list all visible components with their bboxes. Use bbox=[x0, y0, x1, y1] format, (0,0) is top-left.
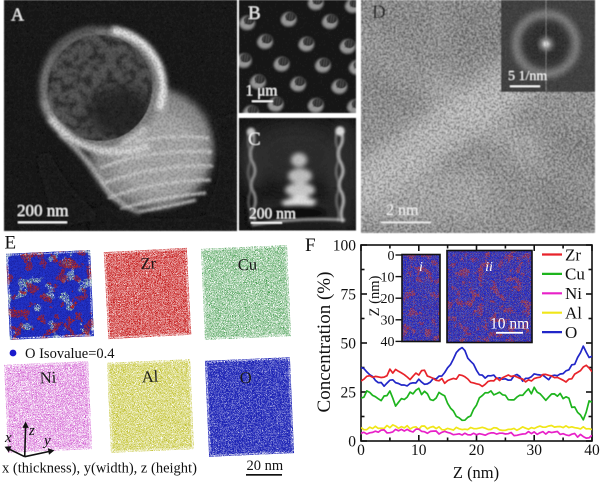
svg-text:20: 20 bbox=[381, 292, 395, 307]
svg-text:10: 10 bbox=[411, 442, 427, 459]
svg-text:O Isovalue=0.4: O Isovalue=0.4 bbox=[25, 346, 115, 362]
svg-text:D: D bbox=[372, 2, 386, 23]
svg-text:Al: Al bbox=[141, 367, 159, 387]
svg-text:25: 25 bbox=[341, 385, 357, 402]
svg-text:A: A bbox=[11, 5, 24, 25]
svg-text:Concentration (%): Concentration (%) bbox=[314, 272, 335, 413]
svg-text:B: B bbox=[248, 3, 261, 24]
svg-text:i: i bbox=[419, 260, 423, 275]
svg-text:Ni: Ni bbox=[565, 284, 582, 303]
svg-text:200 nm: 200 nm bbox=[17, 201, 68, 220]
svg-text:5 1/nm: 5 1/nm bbox=[508, 69, 547, 84]
svg-text:Ni: Ni bbox=[39, 368, 57, 388]
svg-text:x (thickness), y(width), z (he: x (thickness), y(width), z (height) bbox=[2, 461, 197, 477]
svg-text:2 nm: 2 nm bbox=[386, 202, 419, 219]
svg-text:30: 30 bbox=[526, 442, 542, 459]
svg-text:Z (nm): Z (nm) bbox=[453, 463, 499, 482]
svg-text:200 nm: 200 nm bbox=[249, 206, 296, 223]
svg-text:Cu: Cu bbox=[565, 265, 585, 284]
svg-text:O: O bbox=[565, 323, 577, 342]
svg-text:30: 30 bbox=[381, 314, 395, 329]
svg-text:F: F bbox=[305, 235, 316, 256]
svg-text:10 nm: 10 nm bbox=[490, 316, 529, 333]
svg-text:20 nm: 20 nm bbox=[247, 458, 284, 474]
svg-text:40: 40 bbox=[381, 335, 395, 350]
svg-text:Zr: Zr bbox=[140, 253, 157, 273]
svg-text:O: O bbox=[239, 368, 252, 388]
svg-text:50: 50 bbox=[341, 336, 357, 353]
svg-text:10: 10 bbox=[381, 270, 395, 285]
svg-text:20: 20 bbox=[469, 442, 485, 459]
svg-text:1 μm: 1 μm bbox=[246, 83, 278, 100]
svg-text:40: 40 bbox=[584, 442, 600, 459]
svg-text:0: 0 bbox=[357, 442, 365, 459]
svg-text:Z (nm): Z (nm) bbox=[367, 275, 383, 316]
svg-text:0: 0 bbox=[388, 249, 395, 264]
svg-text:E: E bbox=[5, 233, 17, 254]
svg-text:75: 75 bbox=[341, 287, 357, 304]
svg-text:C: C bbox=[248, 129, 261, 150]
svg-text:Al: Al bbox=[565, 304, 582, 323]
svg-text:x: x bbox=[4, 430, 12, 446]
svg-text:z: z bbox=[28, 423, 35, 439]
svg-text:Zr: Zr bbox=[565, 245, 581, 264]
svg-text:ii: ii bbox=[485, 260, 493, 275]
svg-text:100: 100 bbox=[333, 238, 357, 255]
svg-text:0: 0 bbox=[348, 434, 356, 451]
svg-text:Cu: Cu bbox=[237, 255, 257, 275]
svg-text:y: y bbox=[42, 433, 51, 449]
